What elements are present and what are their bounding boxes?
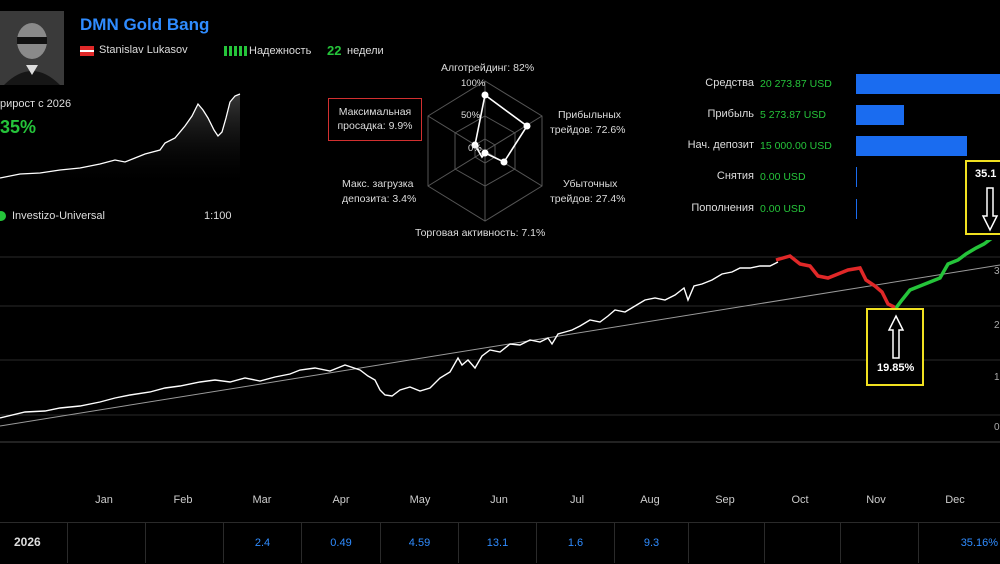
month-label: Sep (715, 494, 735, 506)
broker-name[interactable]: Investizo-Universal (12, 210, 105, 222)
month-label: Dec (945, 494, 965, 506)
stat-bar (856, 105, 904, 125)
drawdown-callout-value: 19.85% (877, 362, 915, 374)
stat-label: Средства (705, 77, 754, 89)
radar-load-label-1: Макс. загрузка (342, 178, 414, 190)
down-arrow-icon (981, 187, 999, 232)
stat-value: 0.00 USD (760, 171, 806, 183)
radar-maxdd-label-1: Максимальная (338, 106, 412, 118)
month-label: Nov (866, 494, 886, 506)
growth-label: рирост с 2026 (0, 98, 72, 110)
weeks-label: недели (347, 45, 384, 57)
stat-label: Нач. депозит (687, 139, 754, 151)
month-label: Jun (490, 494, 508, 506)
leverage-value: 1:100 (204, 210, 232, 222)
radar-loss-label-2: трейдов: 27.4% (550, 193, 626, 205)
stat-bar (856, 167, 857, 187)
y-axis-label-4: 0 (994, 422, 1000, 433)
month-label: Aug (640, 494, 660, 506)
yearly-return-cell: 9.3 (614, 522, 688, 563)
weeks-value: 22 (327, 43, 342, 58)
equity-line (0, 261, 779, 419)
month-label: Apr (332, 494, 350, 506)
equity-chart (0, 240, 1000, 443)
yearly-returns-row (0, 522, 1000, 564)
peak-callout: 35.1 (965, 160, 1000, 235)
trend-line (0, 264, 1000, 427)
yearly-return-cell: 4.59 (380, 522, 458, 563)
radar-loss-label-1: Убыточных (563, 178, 618, 190)
year-label: 2026 (14, 535, 41, 549)
mini-growth-chart (0, 93, 241, 188)
yearly-return-cell (764, 522, 840, 563)
radar-ring-100: 100% (461, 78, 486, 89)
yearly-return-cell (67, 522, 145, 563)
yearly-return-cell: 35.16% (918, 522, 1000, 563)
radar-ring-0: 0% (468, 143, 482, 154)
growth-value: 35% (0, 117, 37, 137)
radar-maxdd-label-2: просадка: 9.9% (337, 120, 413, 132)
stat-label: Снятия (716, 170, 754, 182)
radar-algo-label: Алготрейдинг: 82% (441, 62, 535, 74)
stat-label: Пополнения (691, 202, 754, 214)
stat-bar (856, 136, 967, 156)
author-name[interactable]: Stanislav Lukasov (99, 44, 188, 56)
stat-value: 15 000.00 USD (760, 140, 832, 152)
stat-bar (856, 74, 1000, 94)
stat-label: Прибыль (707, 108, 754, 120)
month-label: Feb (173, 494, 193, 506)
max-drawdown-box: Максимальная просадка: 9.9% (328, 98, 422, 141)
y-axis-label-1: 3 (994, 266, 1000, 277)
strategy-title[interactable]: DMN Gold Bang (80, 15, 210, 34)
month-label: May (409, 494, 431, 506)
reliability-label: Надежность (249, 45, 312, 57)
month-label: Mar (252, 494, 272, 506)
country-flag-icon (80, 46, 94, 56)
yearly-return-cell: 2.4 (223, 522, 301, 563)
yearly-return-cell (840, 522, 918, 563)
radar-load-label-2: депозита: 3.4% (342, 193, 417, 205)
up-arrow-icon (887, 314, 905, 359)
drawdown-segment (775, 254, 897, 310)
radar-chart (427, 80, 543, 222)
yearly-return-cell: 1.6 (536, 522, 614, 563)
yearly-return-cell: 0.49 (301, 522, 380, 563)
stat-value: 20 273.87 USD (760, 78, 832, 90)
peak-callout-value: 35.1 (975, 168, 997, 180)
recovery-segment (894, 240, 993, 310)
radar-profit-label-2: трейдов: 72.6% (550, 124, 626, 136)
month-label: Jul (569, 494, 585, 506)
month-label: Jan (95, 494, 113, 506)
yearly-return-cell: 13.1 (458, 522, 536, 563)
radar-activity-label: Торговая активность: 7.1% (415, 227, 546, 239)
drawdown-callout: 19.85% (866, 308, 924, 386)
stat-value: 5 273.87 USD (760, 109, 826, 121)
yearly-return-cell (688, 522, 764, 563)
radar-ring-50: 50% (461, 110, 481, 121)
month-label: Oct (791, 494, 809, 506)
y-axis-label-3: 1 (994, 372, 1000, 383)
author-avatar[interactable] (0, 11, 64, 85)
yearly-return-cell (145, 522, 223, 563)
stat-bar (856, 199, 857, 219)
broker-status-dot (0, 211, 6, 221)
y-axis-label-2: 2 (994, 320, 1000, 331)
stat-value: 0.00 USD (760, 203, 806, 215)
radar-profit-label-1: Прибыльных (558, 109, 622, 121)
reliability-bars-icon (224, 46, 247, 56)
